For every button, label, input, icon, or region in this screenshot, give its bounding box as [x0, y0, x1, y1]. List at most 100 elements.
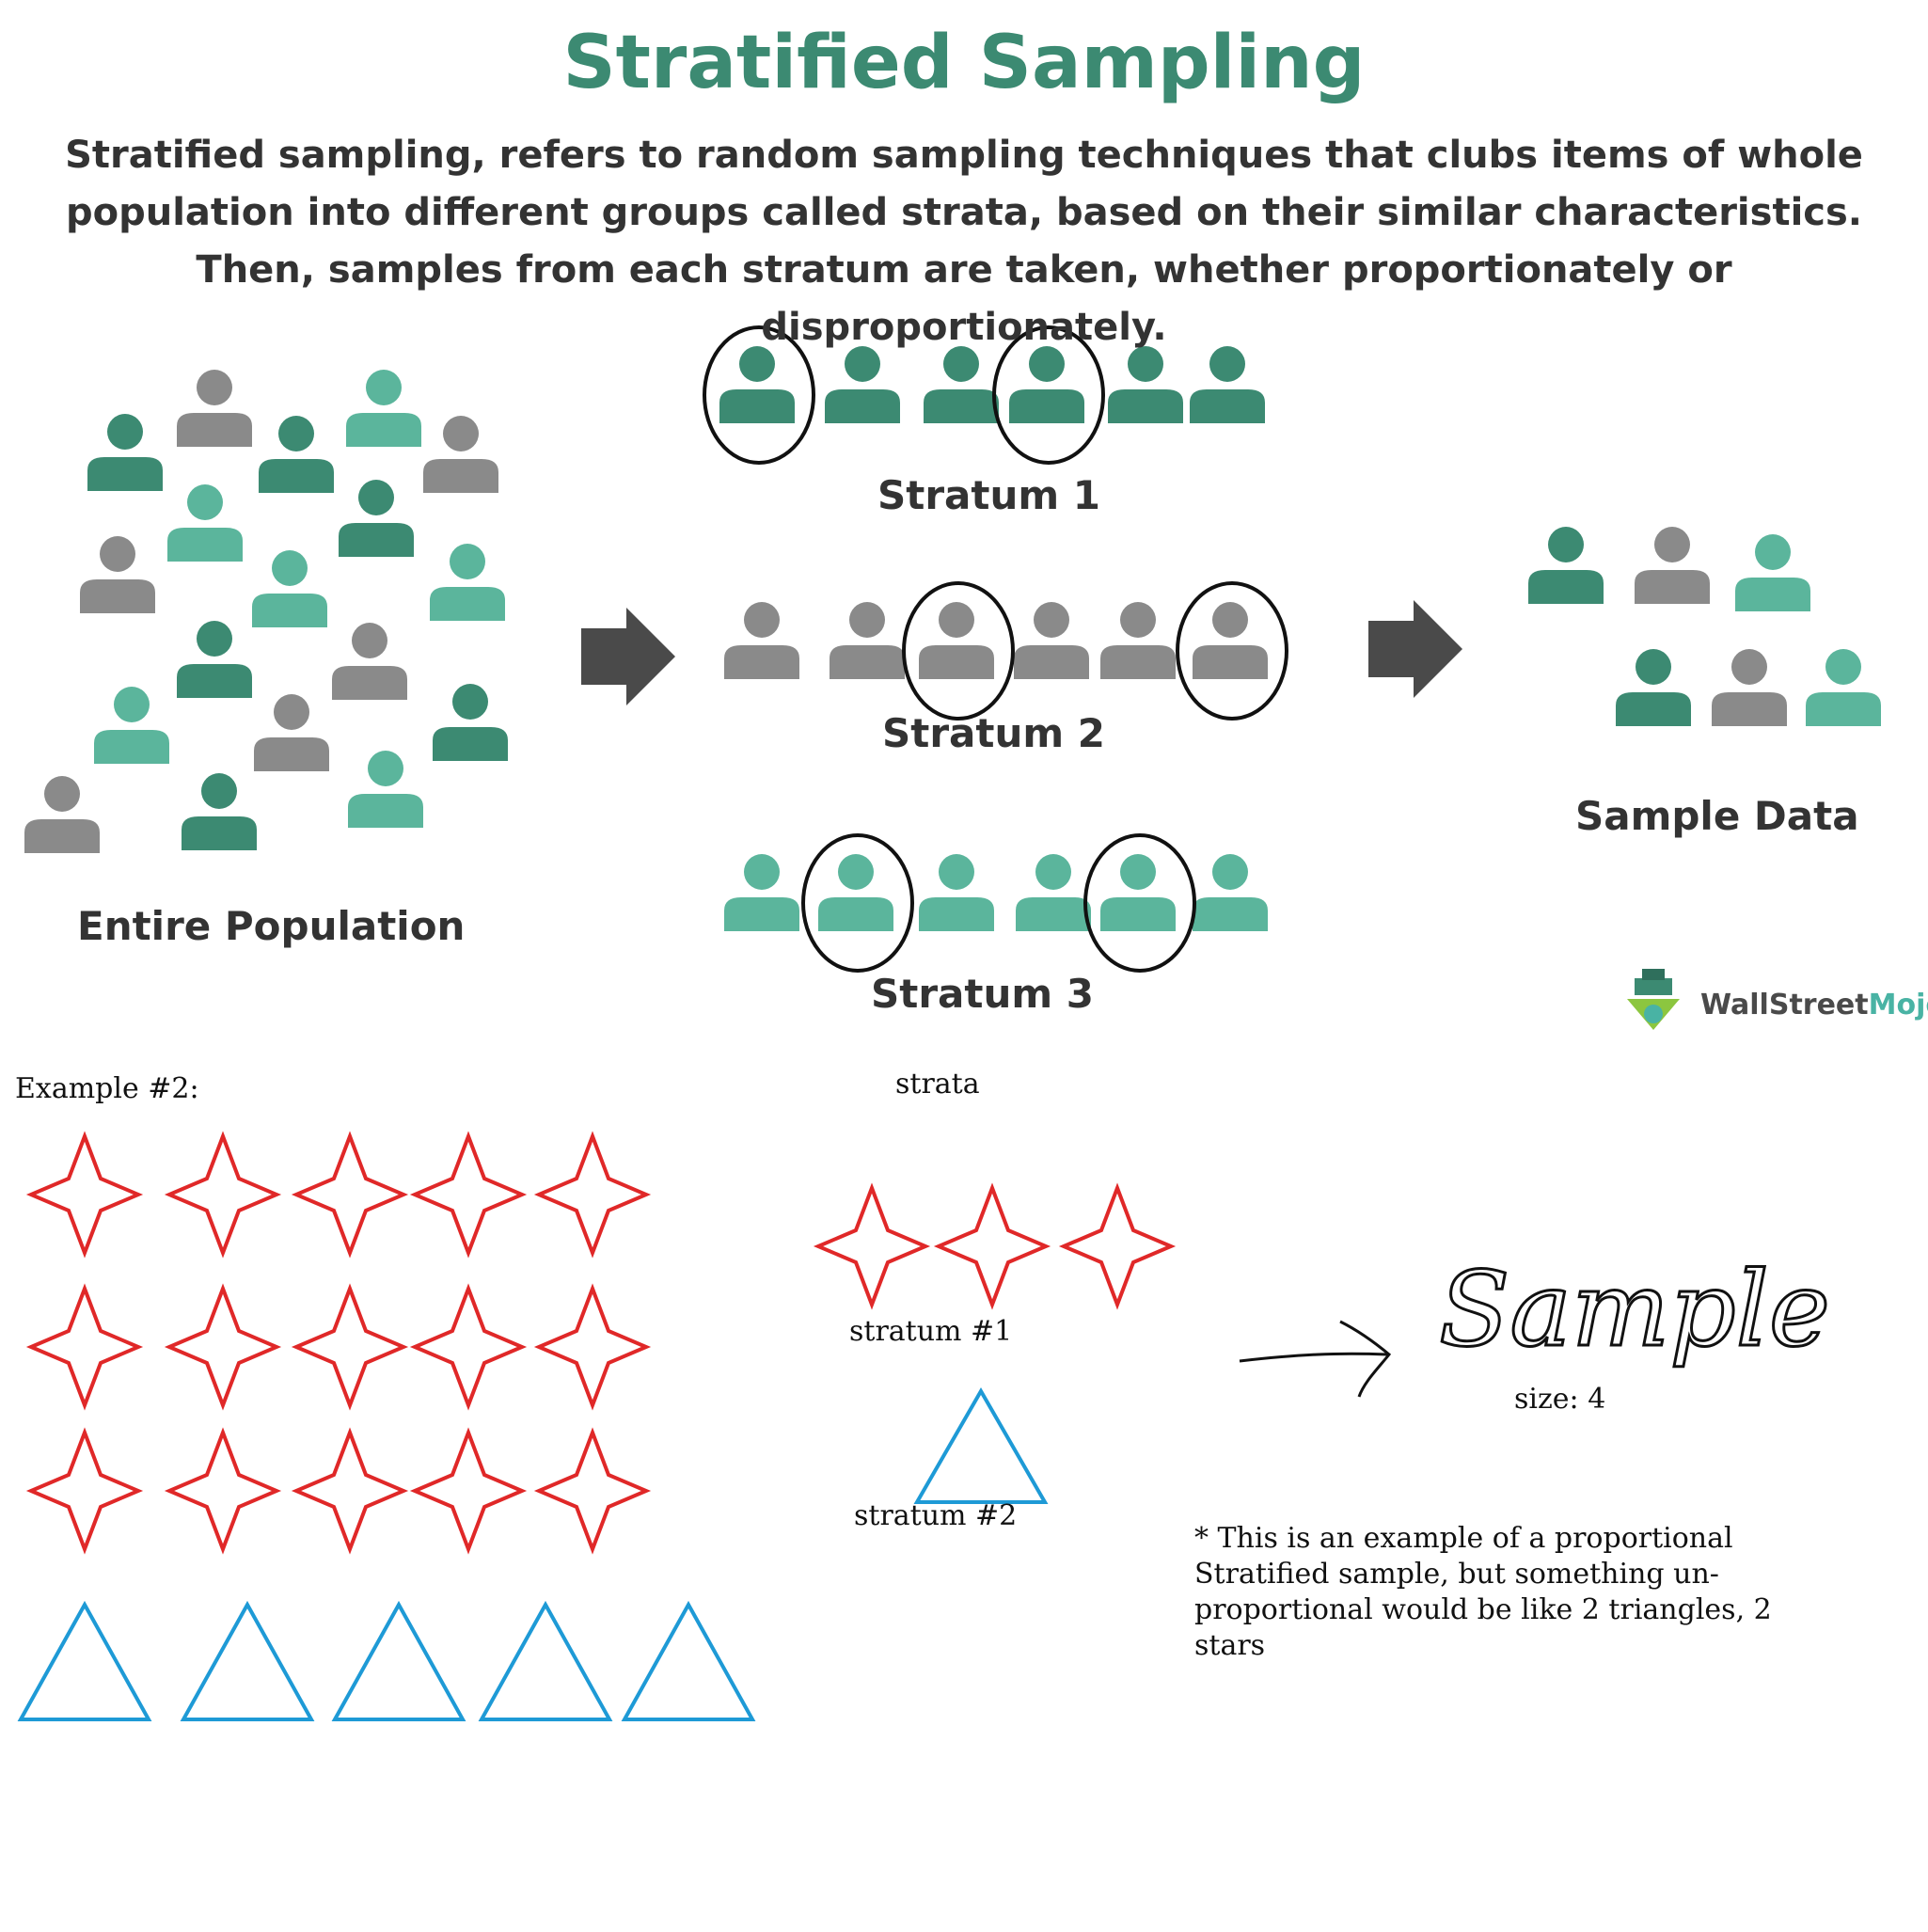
strata-group [703, 325, 1288, 973]
stratum-person-icon [1016, 854, 1091, 931]
sample-person-icon [1735, 534, 1810, 611]
wallstreetmojo-logo-text: WallStreetMojo [1700, 989, 1928, 1021]
example-2-group: Sample [17, 1131, 1831, 1721]
selection-circle [1176, 581, 1288, 721]
example-heading: Example #2: [15, 1072, 199, 1105]
wallstreetmojo-logo-icon [1627, 969, 1680, 1030]
entire-population-label: Entire Population [77, 903, 466, 949]
population-person-icon [346, 370, 421, 447]
proportional-note: * This is an example of a proportional S… [1194, 1522, 1772, 1662]
population-person-icon [182, 773, 257, 850]
intro-paragraph: Stratified sampling, refers to random sa… [65, 134, 1863, 349]
logo-name-part2: Mojo [1868, 989, 1928, 1021]
flow-arrows [581, 600, 1462, 705]
population-star-icon [533, 1283, 652, 1411]
population-star-icon [164, 1427, 282, 1555]
handwritten-arrow-icon [1239, 1352, 1388, 1363]
selection-circle [992, 325, 1105, 465]
population-person-icon [254, 694, 329, 771]
stratum-person-icon [1193, 602, 1268, 679]
entire-population-group [24, 370, 508, 853]
population-triangle-icon [17, 1600, 152, 1721]
strata-heading: strata [895, 1068, 980, 1101]
stratum-person-icon [719, 346, 795, 423]
population-person-icon [177, 370, 252, 447]
handwritten-arrowhead-icon [1339, 1320, 1392, 1398]
selection-circle [1083, 833, 1196, 973]
population-star-icon [533, 1131, 652, 1259]
stratum-person-icon [919, 854, 994, 931]
sample-person-icon [1806, 649, 1881, 726]
sample-size-label: size: 4 [1514, 1383, 1606, 1416]
stratum-person-icon [1009, 346, 1084, 423]
stratum-1-star-icon [933, 1182, 1051, 1310]
stratum-person-icon [1100, 854, 1176, 931]
stratum-2-example-label: stratum #2 [854, 1499, 1018, 1532]
population-person-icon [80, 536, 155, 613]
stratum-person-icon [924, 346, 999, 423]
population-star-icon [533, 1427, 652, 1555]
population-star-icon [409, 1427, 528, 1555]
sample-person-icon [1712, 649, 1787, 726]
sample-person-icon [1635, 527, 1710, 604]
population-person-icon [177, 621, 252, 698]
population-star-icon [164, 1131, 282, 1259]
population-star-icon [409, 1283, 528, 1411]
sample-person-icon [1616, 649, 1691, 726]
population-triangle-icon [621, 1600, 756, 1721]
selection-circle [801, 833, 914, 973]
stratum-person-icon [830, 602, 905, 679]
sample-data-group [1528, 527, 1881, 726]
logo-name-part1: WallStreet [1700, 989, 1869, 1021]
population-star-icon [25, 1427, 144, 1555]
stratum-person-icon [1108, 346, 1183, 423]
population-person-icon [332, 623, 407, 700]
population-person-icon [433, 684, 508, 761]
stratum-person-icon [825, 346, 900, 423]
population-person-icon [94, 687, 169, 764]
stratum-person-icon [724, 854, 799, 931]
population-person-icon [423, 416, 498, 493]
population-star-icon [409, 1131, 528, 1259]
population-person-icon [87, 414, 163, 491]
sample-data-label: Sample Data [1575, 793, 1859, 839]
stratum-3-label: Stratum 3 [871, 971, 1094, 1017]
population-person-icon [339, 480, 414, 557]
stratum-1-star-icon [813, 1182, 931, 1310]
stratum-1-row [703, 325, 1265, 465]
stratum-person-icon [1014, 602, 1089, 679]
selection-circle [703, 325, 815, 465]
stratum-person-icon [818, 854, 893, 931]
population-star-icon [164, 1283, 282, 1411]
stratum-1-star-icon [1058, 1182, 1177, 1310]
stratum-2-triangle-icon [913, 1386, 1049, 1504]
stratum-1-example-label: stratum #1 [849, 1315, 1013, 1348]
selection-circle [902, 581, 1015, 721]
arrow-right-icon [581, 608, 675, 705]
population-person-icon [259, 416, 334, 493]
population-person-icon [167, 484, 243, 562]
population-person-icon [430, 544, 505, 621]
handwritten-sample-word: Sample [1439, 1249, 1830, 1370]
population-triangle-icon [478, 1600, 613, 1721]
population-star-icon [25, 1131, 144, 1259]
stratum-2-row [724, 581, 1288, 721]
sample-person-icon [1528, 527, 1604, 604]
stratum-person-icon [1190, 346, 1265, 423]
population-star-icon [291, 1131, 409, 1259]
population-triangle-icon [180, 1600, 315, 1721]
stratum-person-icon [1100, 602, 1176, 679]
stratum-person-icon [1193, 854, 1268, 931]
stratum-1-label: Stratum 1 [877, 472, 1100, 518]
population-star-icon [25, 1283, 144, 1411]
stratum-3-row [724, 833, 1268, 973]
population-person-icon [24, 776, 100, 853]
population-star-icon [291, 1427, 409, 1555]
population-person-icon [252, 550, 327, 627]
arrow-right-icon [1368, 600, 1462, 698]
population-triangle-icon [331, 1600, 466, 1721]
stratum-person-icon [919, 602, 994, 679]
stratum-person-icon [724, 602, 799, 679]
population-star-icon [291, 1283, 409, 1411]
